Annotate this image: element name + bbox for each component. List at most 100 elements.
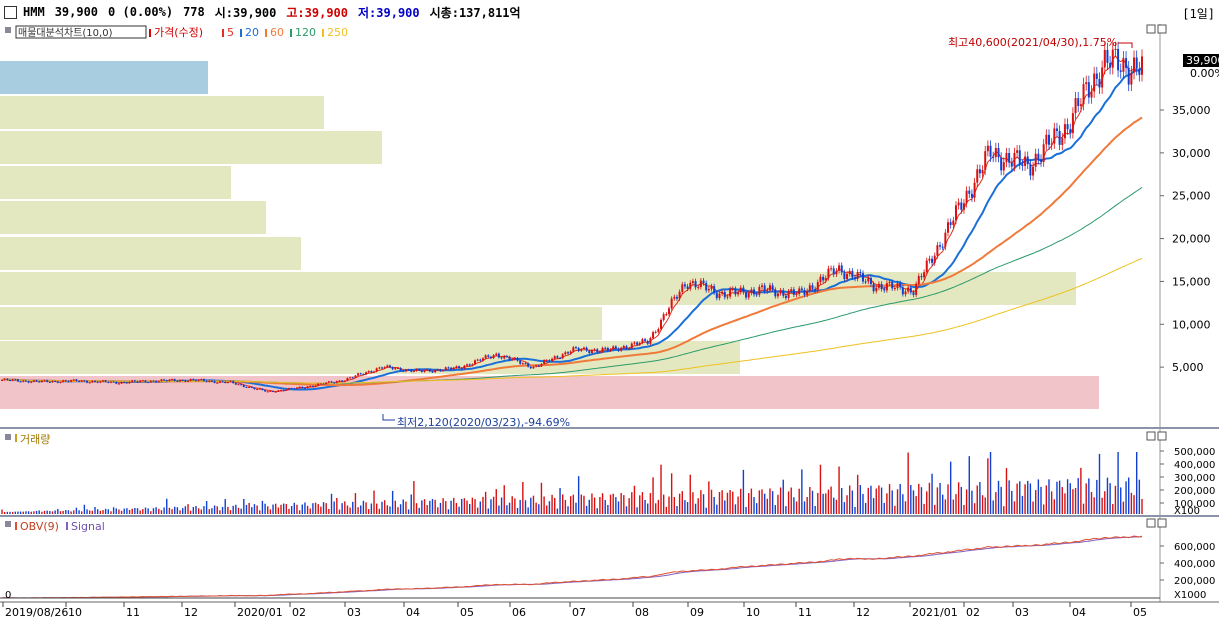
candle-body [577,348,580,351]
candle-body [112,381,115,383]
candle-body [957,202,960,206]
volume-bar [535,502,537,514]
volume-title: 거래량 [20,433,50,446]
candle-body [997,148,1000,158]
volume-bar [123,508,125,514]
candle-body [920,276,923,278]
stock-chart[interactable]: 매물대분석차트(10,0) 가격(수정) 5 20 60 120 250 최고40,60… [0,24,1219,625]
candle-body [242,384,245,387]
volume-bar [1045,485,1048,514]
candle-body [1074,98,1077,114]
candle-body [925,260,928,273]
volume-bar [211,508,213,514]
volume-bar [88,510,91,514]
candle-body [691,281,694,283]
volume-bar [1093,497,1095,514]
volume-bar [591,493,593,514]
volume-bar [458,506,460,514]
volume-bar [25,511,27,514]
volume-bar [779,487,782,514]
candle-body [686,286,689,289]
candle-body [543,360,546,364]
volume-tick-label: 400,000 [1174,460,1215,471]
volume-bar [317,504,319,514]
candle-body [450,367,453,370]
candle-body [176,380,179,382]
volume-bar [721,490,723,514]
candle-body [904,291,907,295]
candle-body [171,379,174,381]
panel-controls-top[interactable] [1146,24,1167,34]
volume-bar [708,481,710,514]
candle-body [1018,150,1021,165]
candle-body [447,367,450,369]
candle-body [646,341,649,344]
select-checkbox[interactable] [4,5,17,19]
volume-bar [548,501,551,514]
volume-bar [801,469,803,514]
candle-body [428,369,431,372]
volume-bar [718,492,721,514]
candle-body [824,277,827,281]
volume-bar [676,506,678,514]
candle-body [147,382,150,384]
panel-controls-obv[interactable] [1146,518,1167,528]
candle-body [877,283,880,288]
volume-bar [1106,477,1109,514]
volume-bar [62,510,64,514]
candle-body [298,386,301,388]
volume-bar [825,493,827,514]
volume-bar [681,491,683,514]
panel-controls-volume[interactable] [1146,431,1167,441]
candle-body [532,366,535,369]
period-selector[interactable]: [1일] [1182,7,1215,21]
volume-bar [506,505,508,514]
volume-profile-legend-box[interactable] [15,25,147,39]
candle-body [208,380,211,382]
volume-bar [896,489,899,514]
volume-bar [588,499,590,514]
volume-bar [968,456,970,514]
candle-body [830,268,833,270]
price-tick-label: 15,000 [1172,275,1211,288]
candle-body [96,381,99,383]
volume-bar [381,501,383,514]
candle-body [104,380,107,382]
candle-body [800,288,803,291]
legend-swatch-volume [15,434,17,442]
volume-bar [989,452,992,514]
volume-bar [453,497,455,514]
candle-body [939,245,942,247]
x-tick-label: 02 [966,606,980,619]
volume-bar [755,503,758,514]
candle-body [474,360,477,365]
volume-bar [846,495,848,514]
candle-body [758,287,761,295]
candle-body [885,283,888,291]
volume-bar [551,494,553,514]
candle-body [811,285,814,289]
volume-bar [843,502,846,514]
volume-bar [1128,477,1130,514]
volume-bar [174,506,176,514]
candle-body [622,346,625,348]
volume-bar [737,496,739,514]
volume-bar [155,507,157,514]
volume-bar [423,499,426,514]
x-tick-label: 07 [572,606,586,619]
volume-bar [564,500,567,514]
volume-bar [928,482,931,514]
candle-body [1066,124,1069,130]
candle-body [620,347,623,351]
volume-bar [269,509,272,514]
volume-bar [439,502,442,514]
candle-body [16,379,19,382]
candle-body [553,356,556,359]
x-tick-label: 05 [460,606,474,619]
panel-icon [5,434,11,440]
volume-bar [726,492,729,514]
candle-body [537,365,540,367]
candle-body [899,283,902,288]
x-tick-label: 10 [68,606,82,619]
volume-bar [14,511,16,514]
